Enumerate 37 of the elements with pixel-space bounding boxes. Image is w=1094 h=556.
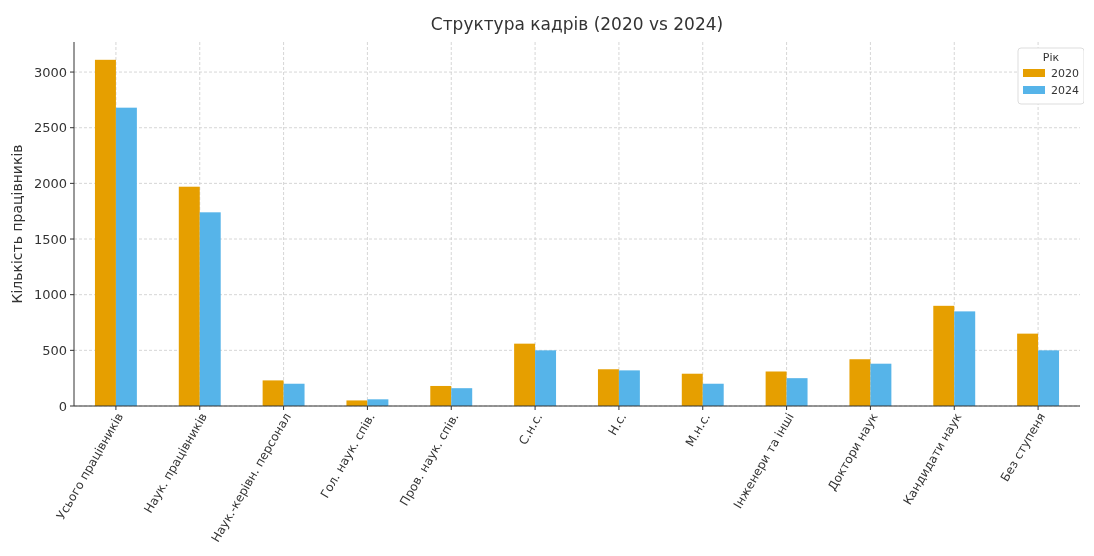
bar: [262, 380, 284, 406]
bar: [430, 385, 452, 406]
bar: [199, 212, 221, 406]
bar: [535, 350, 557, 406]
x-tick-label: Н.с.: [605, 410, 630, 438]
bar: [94, 59, 116, 406]
bar: [765, 371, 787, 406]
y-tick-label: 3000: [33, 64, 67, 80]
bar: [178, 186, 200, 406]
bar: [849, 359, 871, 406]
y-tick-label: 2000: [33, 175, 67, 191]
bar: [1017, 333, 1039, 406]
bar: [681, 373, 703, 406]
bar: [870, 363, 892, 406]
legend-label: 2020: [1051, 66, 1079, 80]
bar: [115, 107, 137, 406]
bar: [514, 343, 536, 406]
bar: [786, 378, 808, 406]
bar: [367, 399, 389, 406]
bar: [597, 369, 619, 406]
bar: [954, 311, 976, 406]
y-axis-title: Кількість працівників: [9, 144, 25, 304]
bar: [933, 305, 955, 406]
legend-label: 2024: [1051, 83, 1079, 97]
bar: [451, 388, 473, 406]
y-tick-label: 500: [42, 342, 67, 358]
bar: [283, 383, 305, 406]
y-tick-label: 1500: [33, 231, 67, 247]
bar: [702, 383, 724, 406]
y-tick-label: 1000: [33, 287, 67, 303]
bar: [618, 370, 640, 406]
bar: [1038, 350, 1060, 406]
legend-title: Рік: [1042, 51, 1060, 64]
chart-title: Структура кадрів (2020 vs 2024): [430, 14, 724, 34]
y-tick-label: 2500: [33, 120, 67, 136]
y-tick-label: 0: [58, 398, 67, 414]
bar: [346, 400, 368, 406]
